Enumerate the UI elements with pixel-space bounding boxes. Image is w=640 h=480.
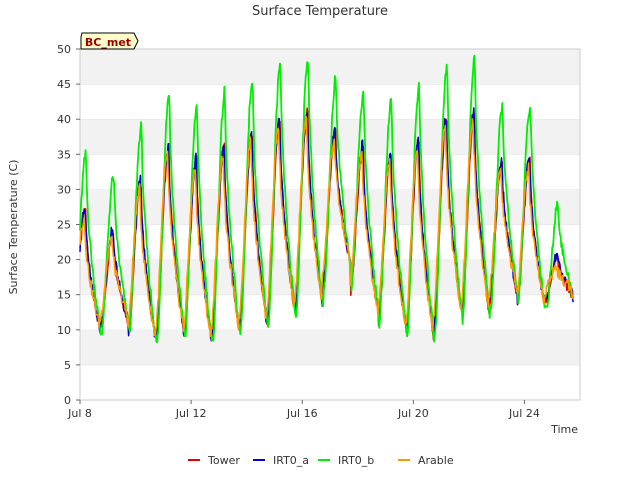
grid-band xyxy=(80,119,580,155)
grid-band xyxy=(80,224,580,260)
badge-label: BC_met xyxy=(85,36,131,49)
x-axis: Jul 8 Jul 12 Jul 16 Jul 20 Jul 24 xyxy=(67,400,540,420)
grid-band xyxy=(80,294,580,330)
x-tick-label: Jul 8 xyxy=(67,407,92,420)
y-tick-label: 50 xyxy=(57,43,71,56)
x-tick-label: Jul 24 xyxy=(508,407,540,420)
legend: Tower IRT0_a IRT0_b Arable xyxy=(188,454,454,467)
y-tick-label: 40 xyxy=(57,113,71,126)
y-axis-label: Surface Temperature (C) xyxy=(7,160,20,295)
x-tick-label: Jul 16 xyxy=(286,407,318,420)
x-axis-label: Time xyxy=(550,423,578,436)
grid-band xyxy=(80,49,580,85)
x-tick-label: Jul 12 xyxy=(175,407,207,420)
badge: BC_met xyxy=(80,32,139,50)
legend-label: IRT0_a xyxy=(273,454,309,467)
grid-band xyxy=(80,364,580,400)
grid-band xyxy=(80,329,580,365)
series-line-irt0-b xyxy=(79,54,574,344)
y-tick-label: 30 xyxy=(57,183,71,196)
legend-label: Tower xyxy=(207,454,240,467)
series-line-arable xyxy=(79,115,574,338)
y-axis: 0 5 10 15 20 25 30 35 40 45 50 xyxy=(57,43,80,407)
grid-band xyxy=(80,84,580,120)
y-tick-label: 15 xyxy=(57,289,71,302)
chart-title: Surface Temperature xyxy=(252,4,388,19)
grid-band xyxy=(80,259,580,295)
y-tick-label: 45 xyxy=(57,78,71,91)
legend-label: Arable xyxy=(418,454,454,467)
y-tick-label: 25 xyxy=(57,219,71,232)
x-tick-label: Jul 20 xyxy=(397,407,429,420)
series-lines xyxy=(79,54,574,344)
y-tick-label: 10 xyxy=(57,324,71,337)
y-tick-label: 5 xyxy=(64,359,71,372)
legend-label: IRT0_b xyxy=(338,454,374,467)
y-tick-label: 0 xyxy=(64,394,71,407)
y-tick-label: 20 xyxy=(57,254,71,267)
y-tick-label: 35 xyxy=(57,148,71,161)
